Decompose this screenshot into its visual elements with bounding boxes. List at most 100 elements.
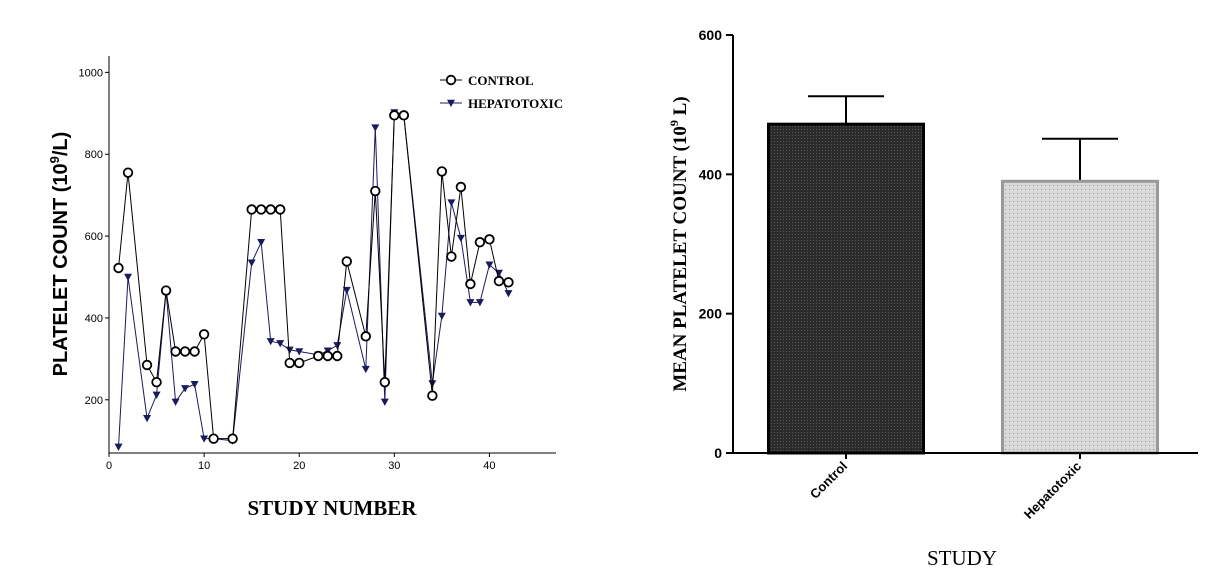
bar-control [767,122,925,455]
y-tick-label: 400 [699,166,723,182]
data-point-hepatotoxic [333,342,342,350]
legend-marker-control [445,74,457,86]
data-point-control [151,376,162,388]
bar-chart-axes [732,35,1198,454]
data-point-hepatotoxic [124,273,133,282]
data-point-hepatotoxic [200,435,209,443]
line-chart-y-axis-label: PLATELET COUNT (109/L) [47,132,72,377]
data-point-hepatotoxic [485,261,494,269]
data-point-hepatotoxic [447,199,456,207]
legend-label-control: CONTROL [468,73,534,88]
data-point-control [474,237,486,248]
bar-chart: Control Hepatotoxic 0 200 400 600 STUDY MEAN … [667,27,1198,570]
data-point-control [198,329,210,340]
line-chart: 200 400 600 800 1000 0 10 20 30 40 STUDY NUMBER P… [47,56,563,520]
data-point-hepatotoxic [257,239,266,247]
series-line-control [118,114,509,440]
data-point-hepatotoxic [143,415,152,423]
legend-marker-hepatotoxic [447,99,455,107]
bar-hepatotoxic [1001,179,1159,455]
x-category-label-hepatotoxic: Hepatotoxic [1021,459,1084,522]
data-point-hepatotoxic [504,290,513,298]
line-chart-series [113,109,514,451]
data-point-hepatotoxic [428,380,437,388]
x-category-label-control: Control [807,459,850,502]
data-point-control [341,256,352,267]
line-chart-ticks: 200 400 600 800 1000 0 10 20 30 40 [79,67,496,472]
data-point-control [160,285,172,296]
y-tick-label: 1000 [79,67,103,79]
data-point-hepatotoxic [295,348,304,356]
data-point-control [141,359,153,371]
series-line-hepatotoxic [118,111,509,447]
x-tick-label: 20 [293,460,305,472]
data-point-control [294,357,305,369]
data-point-hepatotoxic [190,381,199,389]
data-point-control [322,350,333,362]
x-tick-label: 30 [388,460,400,472]
data-point-control [208,433,219,444]
data-point-hepatotoxic [466,299,475,307]
data-point-control [189,346,200,357]
y-tick-label: 600 [85,231,103,243]
line-chart-legend: CONTROL HEPATOTOXIC [440,73,563,111]
data-point-hepatotoxic [171,398,180,406]
line-chart-axes [108,56,556,454]
y-tick-label: 200 [699,306,723,322]
x-tick-label: 40 [483,460,495,472]
data-point-control [122,167,134,178]
data-point-hepatotoxic [437,312,446,320]
series-hepatotoxic [114,109,513,451]
x-tick-label: 10 [198,460,210,472]
y-tick-label: 800 [85,149,103,161]
data-point-control [493,275,505,287]
data-point-hepatotoxic [380,398,389,406]
data-point-hepatotoxic [276,340,285,348]
data-point-hepatotoxic [247,259,256,267]
data-point-control [427,390,438,401]
data-point-hepatotoxic [361,365,370,374]
data-point-control [455,181,467,193]
data-point-hepatotoxic [152,391,161,399]
data-point-hepatotoxic [342,286,351,295]
data-point-control [274,204,286,215]
x-tick-label: 0 [106,460,112,472]
data-point-control [379,376,391,388]
data-point-control [255,204,267,215]
data-point-control [179,346,191,357]
data-point-control [227,433,238,444]
data-point-control [465,278,476,290]
data-point-hepatotoxic [456,234,465,243]
data-point-control [360,331,371,342]
data-point-control [436,166,448,177]
bar-chart-x-axis-label: STUDY [927,546,997,570]
legend-label-hepatotoxic: HEPATOTOXIC [468,96,563,111]
data-point-hepatotoxic [475,299,484,307]
line-chart-x-axis-label: STUDY NUMBER [248,496,418,520]
data-point-hepatotoxic [371,124,380,132]
data-point-control [398,110,410,121]
y-tick-label: 200 [85,395,103,407]
data-point-control [313,350,324,362]
data-point-control [246,204,257,215]
data-point-control [113,262,124,274]
data-point-hepatotoxic [285,346,294,354]
bar-chart-bars [767,95,1159,455]
data-point-control [446,251,457,262]
bar-chart-y-axis-label: MEAN PLATELET COUNT (109 L) [667,96,691,391]
data-point-hepatotoxic [266,338,275,346]
data-point-control [503,277,514,288]
series-control [113,110,514,444]
data-point-hepatotoxic [114,443,123,451]
y-tick-label: 600 [699,27,723,43]
data-point-control [370,185,381,197]
data-point-control [484,234,495,245]
data-point-hepatotoxic [181,385,190,393]
data-point-control [389,110,400,121]
y-tick-label: 400 [85,313,103,325]
data-point-control [284,357,295,369]
data-point-control [332,350,343,362]
y-tick-label: 0 [714,445,722,461]
data-point-control [170,346,181,357]
